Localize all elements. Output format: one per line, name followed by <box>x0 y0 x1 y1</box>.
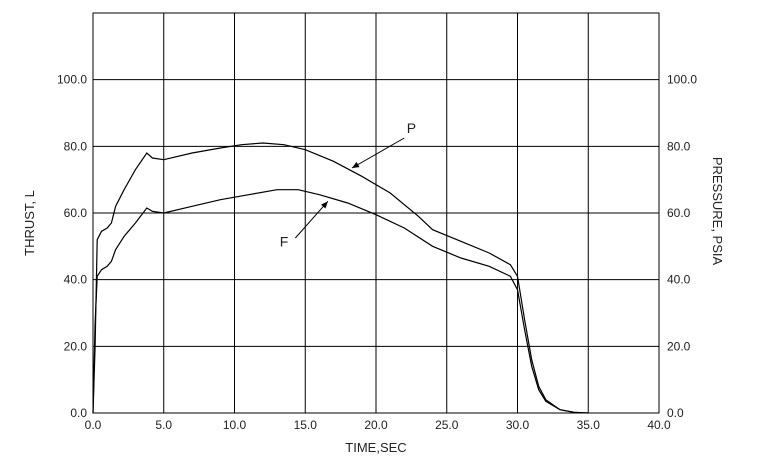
y-tick-label-right: 80.0 <box>667 139 691 153</box>
annotation-arrowhead-f <box>320 201 328 209</box>
x-tick-label: 20.0 <box>364 418 388 432</box>
x-tick-label: 5.0 <box>155 418 172 432</box>
annotation-label-p: P <box>407 120 416 136</box>
annotation-leader-p <box>351 137 405 169</box>
y-axis-label-left: THRUST, L <box>22 190 37 256</box>
y-tick-label-left: 0.0 <box>70 406 87 420</box>
y-tick-label-right: 100.0 <box>667 73 697 87</box>
series-line-p <box>92 142 589 414</box>
y-tick-label-left: 20.0 <box>64 339 88 353</box>
y-tick-label-left: 80.0 <box>64 139 88 153</box>
x-tick-label: 0.0 <box>85 418 102 432</box>
annotation-arrowhead-p <box>351 161 360 168</box>
x-tick-label: 40.0 <box>647 418 671 432</box>
annotations: PF <box>280 120 416 249</box>
x-axis-label: TIME,SEC <box>345 440 406 455</box>
y-tick-label-right: 0.0 <box>667 406 684 420</box>
y-tick-labels-right: 0.0 20.0 40.0 60.0 80.0 100.0 <box>667 73 697 420</box>
y-tick-label-right: 60.0 <box>667 206 691 220</box>
annotation-label-f: F <box>280 233 289 249</box>
y-axis-label-right: PRESSURE, PSIA <box>710 157 725 266</box>
x-tick-labels: 0.0 5.0 10.0 15.0 20.0 25.0 30.0 35.0 40.0 <box>85 418 671 432</box>
x-tick-label: 10.0 <box>223 418 247 432</box>
y-tick-label-left: 100.0 <box>57 73 87 87</box>
x-tick-label: 35.0 <box>577 418 601 432</box>
series-lines <box>92 142 589 414</box>
y-tick-label-right: 40.0 <box>667 273 691 287</box>
plot-frame <box>92 12 660 414</box>
grid-lines <box>92 12 660 414</box>
x-tick-label: 25.0 <box>435 418 459 432</box>
annotation-leader-f <box>294 201 329 239</box>
y-tick-labels-left: 0.0 20.0 40.0 60.0 80.0 100.0 <box>57 73 87 420</box>
x-tick-label: 30.0 <box>506 418 530 432</box>
series-line-f <box>92 189 589 414</box>
y-tick-label-right: 20.0 <box>667 339 691 353</box>
x-tick-label: 15.0 <box>294 418 318 432</box>
y-tick-label-left: 60.0 <box>64 206 88 220</box>
y-tick-label-left: 40.0 <box>64 273 88 287</box>
